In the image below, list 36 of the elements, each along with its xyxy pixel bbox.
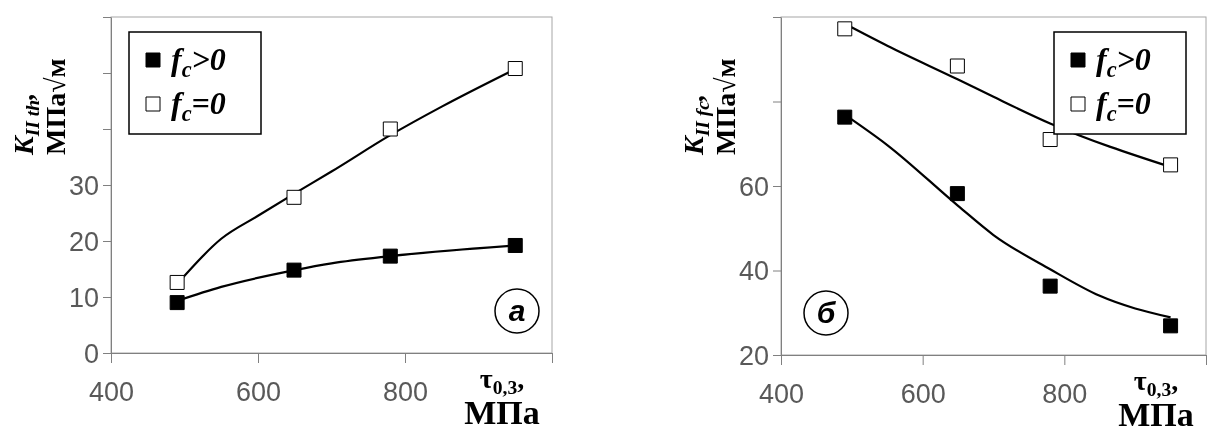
legend-label: f$_{c}$>0 — [171, 41, 226, 82]
legend-label: f$_{c}$>0 — [1096, 41, 1151, 82]
x-tick-label: 400 — [758, 379, 805, 410]
annotation: б — [816, 296, 837, 329]
x-tick-label: 800 — [382, 377, 429, 408]
x-tick-label: 400 — [88, 377, 135, 408]
legend-label: f$_{c}$=0 — [171, 85, 226, 126]
point — [507, 61, 523, 77]
y-tick-label: 40 — [738, 256, 769, 287]
point — [949, 58, 965, 74]
point — [286, 189, 302, 205]
point — [1042, 278, 1058, 294]
point — [286, 262, 302, 278]
x-tick-label: 600 — [900, 379, 946, 410]
y-tick-label: 10 — [68, 282, 99, 313]
x-axis-title: τ$_{0,3}$, МПа — [1118, 365, 1194, 427]
y-tick-label: 0 — [83, 338, 99, 369]
y-tick-label: 20 — [738, 340, 769, 371]
x-tick-label: 800 — [1042, 379, 1088, 410]
point — [837, 21, 853, 37]
y-tick-label: 20 — [68, 226, 99, 257]
point — [837, 109, 853, 125]
point — [1163, 157, 1179, 173]
x-axis-title: τ$_{0,3}$, МПа — [464, 363, 540, 427]
point — [169, 295, 185, 311]
point — [1163, 318, 1179, 334]
y-tick-label: 60 — [738, 171, 769, 202]
y-tick-label: 30 — [68, 170, 99, 201]
annotation: а — [508, 294, 526, 327]
point — [382, 121, 398, 137]
point — [169, 274, 185, 290]
x-tick-label: 600 — [235, 377, 282, 408]
point — [507, 237, 523, 253]
point — [382, 248, 398, 264]
point — [949, 186, 965, 202]
legend-label: f$_{c}$=0 — [1096, 85, 1151, 126]
